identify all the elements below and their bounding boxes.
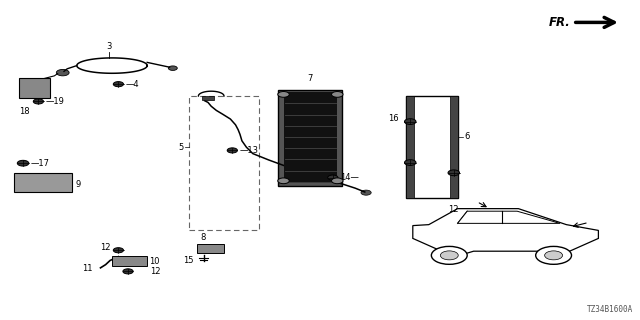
Text: —19: —19 (45, 97, 64, 106)
Bar (199, 245, 222, 252)
Bar (197, 244, 224, 253)
Bar (202, 96, 214, 100)
Text: —17: —17 (31, 159, 50, 168)
Circle shape (56, 69, 69, 76)
Text: —13: —13 (240, 146, 259, 155)
Circle shape (113, 248, 124, 253)
Text: 7: 7 (308, 74, 313, 83)
Circle shape (404, 160, 416, 165)
Polygon shape (413, 209, 598, 256)
Text: 3: 3 (106, 42, 111, 51)
Circle shape (332, 92, 343, 97)
Text: 16: 16 (388, 114, 399, 123)
Circle shape (361, 190, 371, 195)
Circle shape (404, 119, 416, 124)
Text: 12: 12 (449, 205, 459, 214)
Circle shape (113, 82, 124, 87)
Circle shape (545, 251, 563, 260)
Bar (284, 92, 337, 183)
Text: 9: 9 (76, 180, 81, 189)
Bar (450, 96, 458, 198)
Text: 12: 12 (150, 267, 161, 276)
Bar (406, 96, 414, 198)
Bar (18, 184, 24, 189)
Circle shape (440, 251, 458, 260)
Circle shape (17, 160, 29, 166)
Text: —4: —4 (126, 80, 140, 89)
Text: 5: 5 (179, 143, 184, 152)
Text: 12: 12 (100, 243, 111, 252)
Bar (189, 96, 259, 230)
Bar (114, 257, 145, 265)
Circle shape (123, 269, 133, 274)
Bar (47, 184, 53, 189)
Text: 18: 18 (19, 107, 30, 116)
Circle shape (328, 175, 338, 180)
Bar (19, 78, 50, 98)
Text: TZ34B1600A: TZ34B1600A (588, 305, 634, 314)
Bar (112, 256, 147, 266)
Bar (37, 184, 44, 189)
Circle shape (33, 99, 44, 104)
Text: 14—: 14— (340, 173, 359, 182)
Circle shape (448, 170, 460, 176)
Bar (56, 184, 63, 189)
Bar (14, 173, 72, 192)
Circle shape (278, 178, 289, 184)
Text: FR.: FR. (549, 16, 571, 29)
Bar (23, 86, 29, 90)
Circle shape (332, 178, 343, 184)
Bar (23, 80, 29, 84)
Bar (278, 90, 342, 186)
Circle shape (168, 66, 177, 70)
Bar (28, 184, 34, 189)
Circle shape (536, 246, 572, 264)
Text: 11: 11 (83, 264, 93, 273)
Circle shape (278, 92, 289, 97)
Circle shape (431, 246, 467, 264)
Circle shape (227, 148, 237, 153)
Text: 10: 10 (149, 257, 159, 266)
Text: 8: 8 (200, 233, 205, 242)
Bar (17, 174, 69, 191)
Bar (23, 91, 29, 95)
Text: 6: 6 (464, 132, 469, 141)
Bar (406, 96, 458, 198)
Polygon shape (458, 211, 560, 223)
Text: 15: 15 (184, 256, 194, 265)
